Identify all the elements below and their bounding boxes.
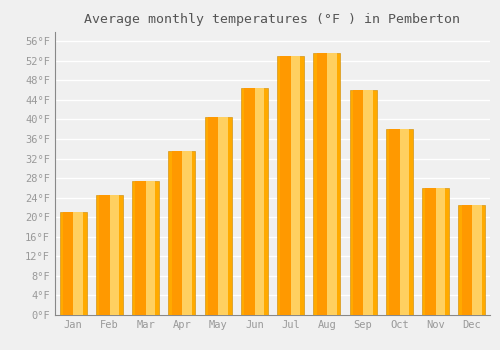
Bar xyxy=(364,90,373,315)
Bar xyxy=(254,88,264,315)
Bar xyxy=(472,205,482,315)
Bar xyxy=(422,188,449,315)
Bar xyxy=(389,129,402,315)
Bar xyxy=(400,129,409,315)
Bar xyxy=(136,181,147,315)
Bar xyxy=(327,54,336,315)
Bar xyxy=(99,195,112,315)
Bar xyxy=(277,56,304,315)
Bar xyxy=(74,212,83,315)
Bar xyxy=(386,129,413,315)
Bar xyxy=(63,212,75,315)
Bar xyxy=(110,195,119,315)
Bar xyxy=(350,90,376,315)
Bar xyxy=(218,117,228,315)
Bar xyxy=(208,117,220,315)
Bar xyxy=(182,151,192,315)
Bar xyxy=(60,212,86,315)
Bar xyxy=(314,54,340,315)
Bar xyxy=(291,56,300,315)
Bar xyxy=(172,151,184,315)
Bar xyxy=(241,88,268,315)
Bar xyxy=(426,188,438,315)
Bar xyxy=(462,205,474,315)
Bar xyxy=(96,195,123,315)
Bar xyxy=(204,117,232,315)
Bar xyxy=(244,88,256,315)
Title: Average monthly temperatures (°F ) in Pemberton: Average monthly temperatures (°F ) in Pe… xyxy=(84,13,460,26)
Bar xyxy=(316,54,329,315)
Bar xyxy=(280,56,292,315)
Bar xyxy=(146,181,156,315)
Bar xyxy=(132,181,159,315)
Bar xyxy=(353,90,365,315)
Bar xyxy=(436,188,446,315)
Bar xyxy=(168,151,196,315)
Bar xyxy=(458,205,485,315)
